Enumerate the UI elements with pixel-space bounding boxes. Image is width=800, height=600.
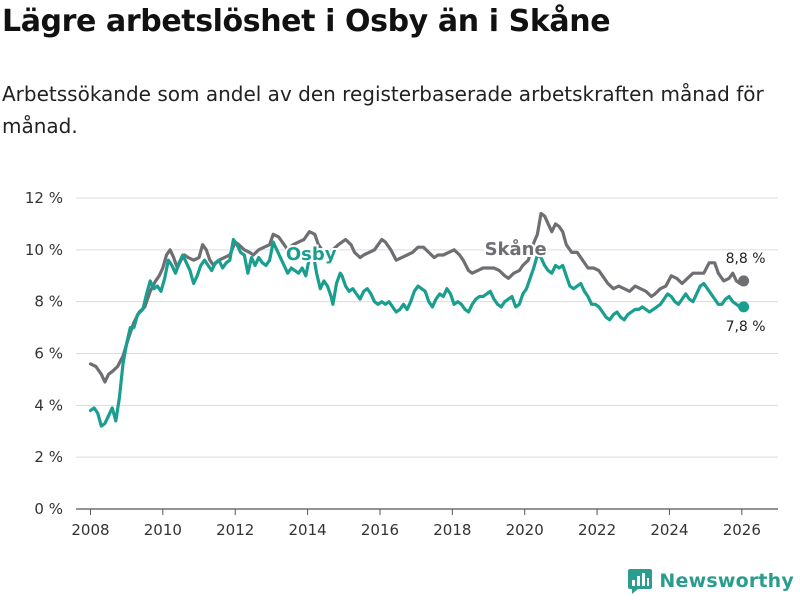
x-tick-label: 2026: [723, 521, 761, 539]
x-tick-label: 2020: [506, 521, 544, 539]
x-tick-label: 2022: [578, 521, 616, 539]
x-tick-label: 2016: [361, 521, 399, 539]
series-label-osby: Osby: [286, 244, 337, 265]
end-label-osby: 7,8 %: [726, 319, 766, 335]
series-label-skåne: Skåne: [485, 238, 547, 260]
line-chart: 0 % 2 % 4 % 6 % 8 % 10 % 12 % 2008 2010 2012 2014 2…: [25, 189, 778, 539]
x-tick-label: 2010: [144, 521, 182, 539]
page-title: Lägre arbetslöshet i Osby än i Skåne: [2, 4, 611, 39]
newsworthy-logo-text: Newsworthy: [659, 570, 794, 592]
newsworthy-logo: Newsworthy: [627, 568, 794, 594]
y-tick-label: 10 %: [25, 241, 63, 259]
series-line-osby: [88, 237, 746, 428]
end-label-skåne: 8,8 %: [726, 251, 766, 267]
end-point-osby: [738, 301, 750, 313]
series-line-skåne: [88, 211, 746, 384]
x-tick-label: 2018: [433, 521, 471, 539]
y-tick-label: 2 %: [34, 448, 63, 466]
x-tick-label: 2024: [650, 521, 688, 539]
x-tick-label: 2012: [216, 521, 254, 539]
newsworthy-logo-icon: [628, 569, 653, 594]
x-tick-label: 2008: [71, 521, 109, 539]
end-point-skåne: [738, 275, 750, 287]
y-tick-label: 8 %: [34, 293, 63, 311]
y-tick-label: 4 %: [34, 396, 63, 414]
y-tick-label: 6 %: [34, 345, 63, 363]
page-subtitle: Arbetssökande som andel av den registerb…: [2, 82, 764, 138]
x-tick-label: 2014: [288, 521, 326, 539]
y-tick-label: 12 %: [25, 189, 63, 207]
y-tick-label: 0 %: [34, 500, 63, 518]
